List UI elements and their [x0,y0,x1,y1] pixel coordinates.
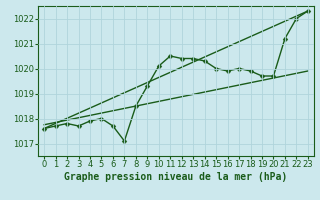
X-axis label: Graphe pression niveau de la mer (hPa): Graphe pression niveau de la mer (hPa) [64,172,288,182]
